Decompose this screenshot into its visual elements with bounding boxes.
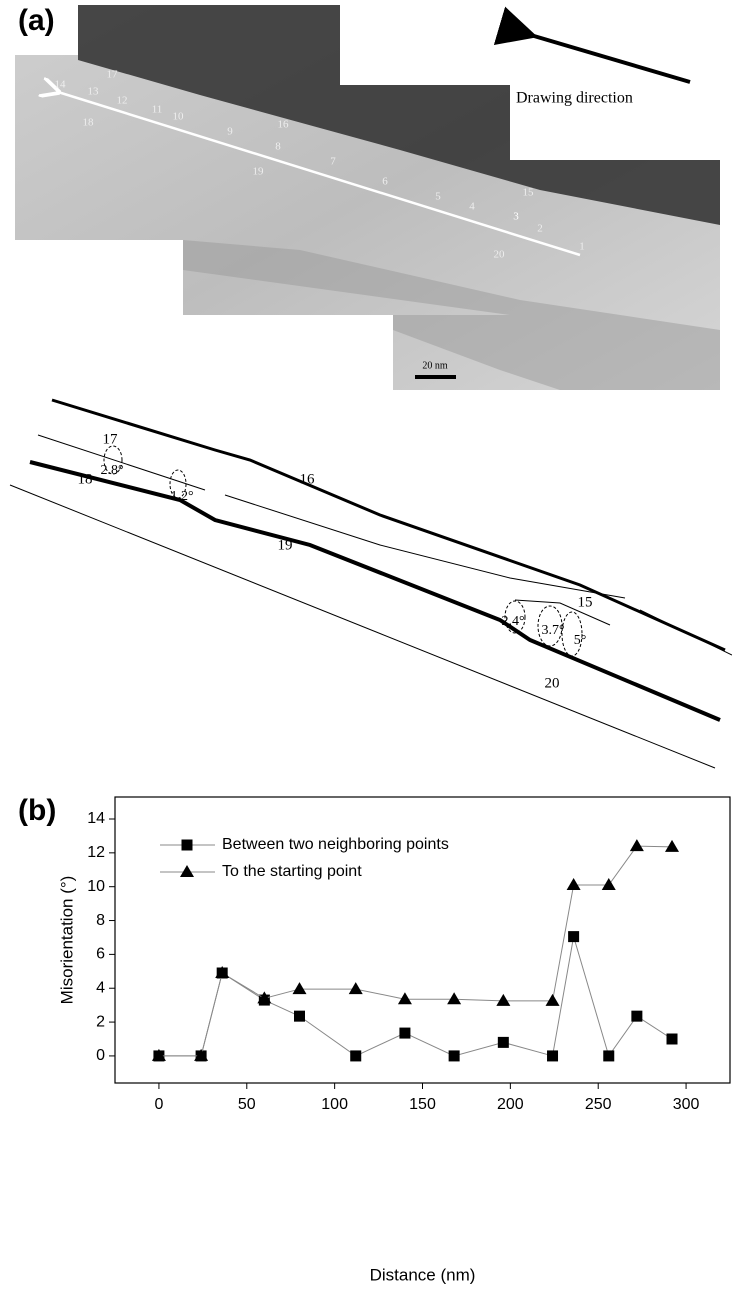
x-tick-label: 100: [321, 1096, 348, 1113]
x-tick-label: 300: [673, 1096, 700, 1113]
x-tick-label: 150: [409, 1096, 436, 1113]
angle-label: 2.4°: [501, 614, 524, 629]
tem-image: [15, 5, 720, 390]
schematic-labels: 15 16 17 18 19 20 2.8° 1.2° 2.4° 3.7° 5°: [78, 431, 593, 691]
point-label: 12: [117, 95, 128, 107]
angle-label: 5°: [574, 633, 587, 648]
marker: [215, 966, 230, 978]
point-label: 3: [513, 211, 519, 223]
marker: [568, 931, 580, 943]
y-tick-label: 6: [96, 946, 105, 963]
marker: [194, 1048, 209, 1061]
point-label: 7: [330, 156, 336, 168]
point-label: 13: [88, 86, 100, 98]
marker: [545, 993, 560, 1006]
point-label: 6: [382, 176, 388, 188]
marker: [547, 1050, 559, 1062]
marker: [292, 982, 307, 995]
angle-label: 2.8°: [100, 463, 123, 478]
x-tick-label: 0: [154, 1096, 163, 1113]
y-tick-label: 4: [96, 979, 105, 996]
region-label: 15: [578, 594, 593, 610]
marker: [350, 1050, 362, 1062]
point-label: 20: [494, 249, 506, 261]
point-label: 4: [469, 201, 475, 213]
region-label: 19: [278, 537, 293, 553]
angle-label: 1.2°: [170, 489, 193, 504]
point-label: 17: [107, 69, 119, 81]
marker: [665, 839, 680, 852]
marker: [151, 1048, 166, 1061]
y-tick-label: 10: [87, 878, 105, 895]
marker: [348, 982, 363, 995]
y-tick-label: 2: [96, 1013, 105, 1030]
point-label: 2: [537, 223, 543, 235]
scale-bar-label: 20 nm: [422, 360, 448, 371]
point-label: 9: [227, 126, 233, 138]
point-label: 11: [152, 104, 163, 116]
region-label: 18: [78, 471, 93, 487]
point-label: 15: [523, 187, 535, 199]
marker: [257, 991, 272, 1004]
marker: [496, 993, 511, 1006]
point-label: 5: [435, 191, 441, 203]
y-axis-label: Misorientation (°): [57, 876, 76, 1005]
series-line: [158, 845, 673, 1057]
marker: [448, 1050, 460, 1062]
x-tick-label: 50: [238, 1096, 256, 1113]
y-tick-label: 12: [87, 844, 105, 861]
marker: [666, 1033, 678, 1045]
legend-label: Between two neighboring points: [222, 836, 449, 853]
point-label: 14: [55, 79, 67, 91]
marker: [631, 1010, 643, 1022]
angle-label: 3.7°: [541, 623, 564, 638]
point-label: 18: [83, 117, 95, 129]
y-tick-label: 8: [96, 912, 105, 929]
point-label: 16: [278, 119, 290, 131]
y-tick-label: 14: [87, 810, 105, 827]
legend-marker: [181, 839, 193, 851]
direction-label: Drawing direction: [516, 90, 633, 107]
region-label: 16: [300, 471, 316, 487]
chart: 0 50 100 150 200 250 300 0 2 4 6 8 10 12 14 Distance (n…: [57, 796, 731, 1284]
series-line: [158, 936, 673, 1058]
marker: [497, 1036, 509, 1048]
legend-marker: [180, 865, 194, 877]
x-axis-label: Distance (nm): [370, 1265, 476, 1284]
legend-label: To the starting point: [222, 863, 362, 880]
marker: [447, 992, 462, 1005]
schematic: [9, 398, 732, 769]
marker: [601, 878, 616, 890]
region-label: 17: [103, 431, 119, 447]
x-tick-label: 250: [585, 1096, 612, 1113]
marker: [603, 1050, 615, 1062]
y-tick-label: 0: [96, 1047, 105, 1064]
marker: [399, 1027, 411, 1039]
marker: [397, 992, 412, 1005]
panel-label: (a): [18, 4, 55, 37]
region-label: 20: [545, 675, 560, 691]
point-label: 1: [579, 241, 585, 253]
marker: [629, 839, 644, 852]
marker: [566, 878, 581, 890]
marker: [294, 1010, 305, 1022]
x-tick-label: 200: [497, 1096, 524, 1113]
panel-label: (b): [18, 794, 56, 827]
point-label: 8: [275, 141, 281, 153]
point-label: 10: [173, 111, 185, 123]
point-label: 19: [253, 166, 265, 178]
